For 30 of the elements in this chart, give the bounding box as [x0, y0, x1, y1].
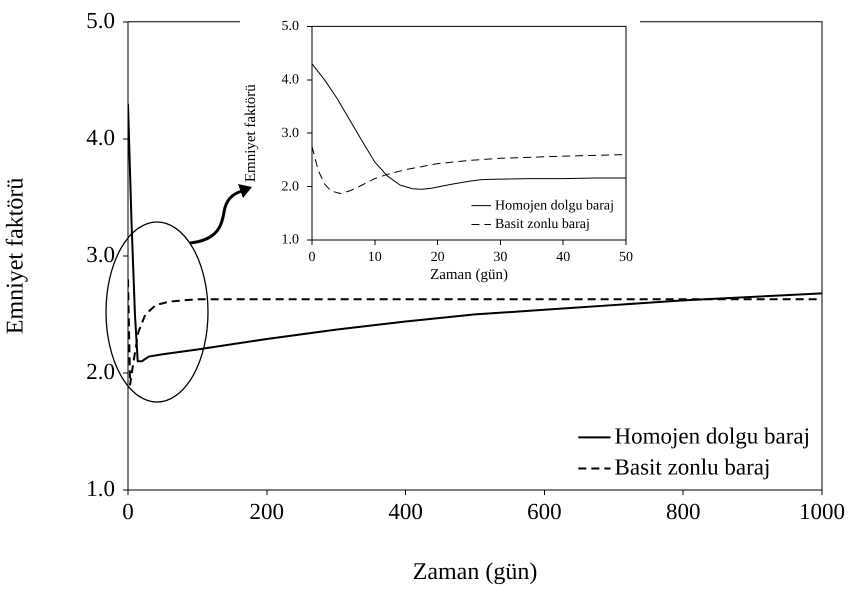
x-tick-label: 200	[250, 498, 284, 524]
x-tick-label: 30	[493, 250, 508, 266]
legend-label: Homojen dolgu baraj	[614, 423, 810, 448]
y-tick-label: 1.0	[282, 232, 299, 248]
x-axis-title: Zaman (gün)	[412, 558, 538, 585]
legend-label: Homojen dolgu baraj	[495, 198, 614, 214]
x-tick-label: 40	[556, 250, 570, 266]
x-tick-label: 800	[666, 498, 700, 524]
y-axis-title: Emniyet faktörü	[242, 84, 259, 182]
y-tick-label: 2.0	[86, 358, 115, 384]
y-tick-label: 3.0	[86, 242, 115, 267]
x-tick-label: 400	[388, 498, 423, 524]
legend-label: Basit zonlu baraj	[614, 454, 770, 480]
y-tick-label: 3.0	[282, 126, 299, 141]
y-tick-label: 2.0	[282, 179, 299, 194]
legend-label: Basit zonlu baraj	[495, 217, 590, 232]
y-tick-label: 1.0	[86, 476, 115, 502]
x-tick-label: 1000	[799, 498, 845, 524]
y-tick-label: 4.0	[86, 124, 115, 150]
x-tick-label: 0	[122, 498, 134, 524]
y-axis-title: Emniyet faktörü	[2, 178, 29, 334]
x-tick-label: 0	[308, 250, 316, 266]
x-axis-title: Zaman (gün)	[430, 266, 508, 283]
y-tick-label: 4.0	[282, 72, 299, 88]
x-tick-label: 600	[527, 498, 562, 524]
x-tick-label: 50	[619, 250, 633, 266]
x-tick-label: 20	[430, 250, 445, 266]
y-tick-label: 5.0	[86, 8, 115, 33]
y-tick-label: 5.0	[282, 19, 299, 34]
x-tick-label: 10	[368, 250, 382, 266]
